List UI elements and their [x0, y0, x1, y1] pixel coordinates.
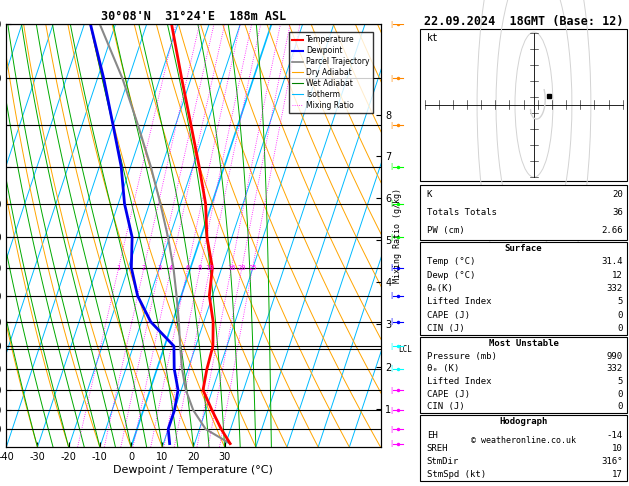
Text: |: | [389, 343, 393, 349]
Text: 0: 0 [617, 311, 623, 320]
Text: |: | [389, 75, 393, 82]
Text: kt: kt [426, 33, 438, 43]
Text: |: | [389, 365, 393, 372]
Text: 22.09.2024  18GMT (Base: 12): 22.09.2024 18GMT (Base: 12) [424, 15, 623, 28]
Text: 4: 4 [169, 265, 173, 271]
Text: |: | [389, 163, 393, 170]
Text: 6: 6 [186, 265, 190, 271]
Text: 332: 332 [606, 364, 623, 373]
Text: PW (cm): PW (cm) [426, 226, 464, 235]
Text: Most Unstable: Most Unstable [489, 339, 559, 348]
Text: 2: 2 [142, 265, 146, 271]
Text: |: | [389, 440, 393, 447]
Text: θₑ(K): θₑ(K) [426, 284, 454, 293]
Text: 20: 20 [237, 265, 246, 271]
Text: EH: EH [426, 431, 437, 439]
Text: Totals Totals: Totals Totals [426, 208, 496, 217]
Text: StmDir: StmDir [426, 457, 459, 466]
Bar [420, 416, 627, 481]
Text: 36: 36 [612, 208, 623, 217]
Text: |: | [389, 386, 393, 394]
Text: 31.4: 31.4 [601, 258, 623, 266]
Text: |: | [389, 21, 393, 28]
Text: CAPE (J): CAPE (J) [426, 311, 470, 320]
Text: LCL: LCL [398, 345, 412, 354]
Text: 5: 5 [617, 297, 623, 306]
Text: CIN (J): CIN (J) [426, 324, 464, 333]
Text: |: | [389, 293, 393, 299]
Text: Surface: Surface [505, 244, 542, 253]
Text: Lifted Index: Lifted Index [426, 377, 491, 386]
Text: 990: 990 [606, 352, 623, 361]
Text: Pressure (mb): Pressure (mb) [426, 352, 496, 361]
Text: |: | [389, 426, 393, 433]
Text: CIN (J): CIN (J) [426, 402, 464, 412]
Bar [420, 29, 627, 181]
Text: 332: 332 [606, 284, 623, 293]
Text: Mixing Ratio (g/kg): Mixing Ratio (g/kg) [393, 188, 403, 283]
Text: Temp (°C): Temp (°C) [426, 258, 475, 266]
Text: |: | [389, 318, 393, 325]
Bar [420, 242, 627, 335]
Text: |: | [389, 407, 393, 414]
Text: StmSpd (kt): StmSpd (kt) [426, 470, 486, 479]
Bar [420, 185, 627, 240]
Text: 0: 0 [617, 402, 623, 412]
Text: 10: 10 [206, 265, 214, 271]
Text: Dewp (°C): Dewp (°C) [426, 271, 475, 280]
Text: 3: 3 [157, 265, 162, 271]
Text: 2.66: 2.66 [601, 226, 623, 235]
Text: |: | [389, 264, 393, 271]
Text: © weatheronline.co.uk: © weatheronline.co.uk [471, 436, 576, 445]
Text: 20: 20 [612, 190, 623, 199]
Text: Lifted Index: Lifted Index [426, 297, 491, 306]
Text: 1: 1 [116, 265, 121, 271]
Text: 0: 0 [617, 324, 623, 333]
Text: Hodograph: Hodograph [499, 417, 548, 426]
Text: CAPE (J): CAPE (J) [426, 390, 470, 399]
Text: 8: 8 [198, 265, 202, 271]
Text: 10: 10 [612, 444, 623, 452]
X-axis label: Dewpoint / Temperature (°C): Dewpoint / Temperature (°C) [113, 465, 274, 475]
Text: |: | [389, 234, 393, 241]
Text: 0: 0 [617, 390, 623, 399]
Text: 316°: 316° [601, 457, 623, 466]
Text: -14: -14 [606, 431, 623, 439]
Text: 17: 17 [612, 470, 623, 479]
Text: |: | [389, 122, 393, 129]
Text: 5: 5 [617, 377, 623, 386]
Text: 16: 16 [227, 265, 235, 271]
Bar [420, 337, 627, 413]
Legend: Temperature, Dewpoint, Parcel Trajectory, Dry Adiabat, Wet Adiabat, Isotherm, Mi: Temperature, Dewpoint, Parcel Trajectory… [289, 33, 373, 113]
Text: |: | [389, 200, 393, 207]
Text: 12: 12 [612, 271, 623, 280]
Text: SREH: SREH [426, 444, 448, 452]
Text: 25: 25 [248, 265, 257, 271]
Text: θₑ (K): θₑ (K) [426, 364, 459, 373]
Text: K: K [426, 190, 432, 199]
Title: 30°08'N  31°24'E  188m ASL: 30°08'N 31°24'E 188m ASL [101, 10, 286, 23]
